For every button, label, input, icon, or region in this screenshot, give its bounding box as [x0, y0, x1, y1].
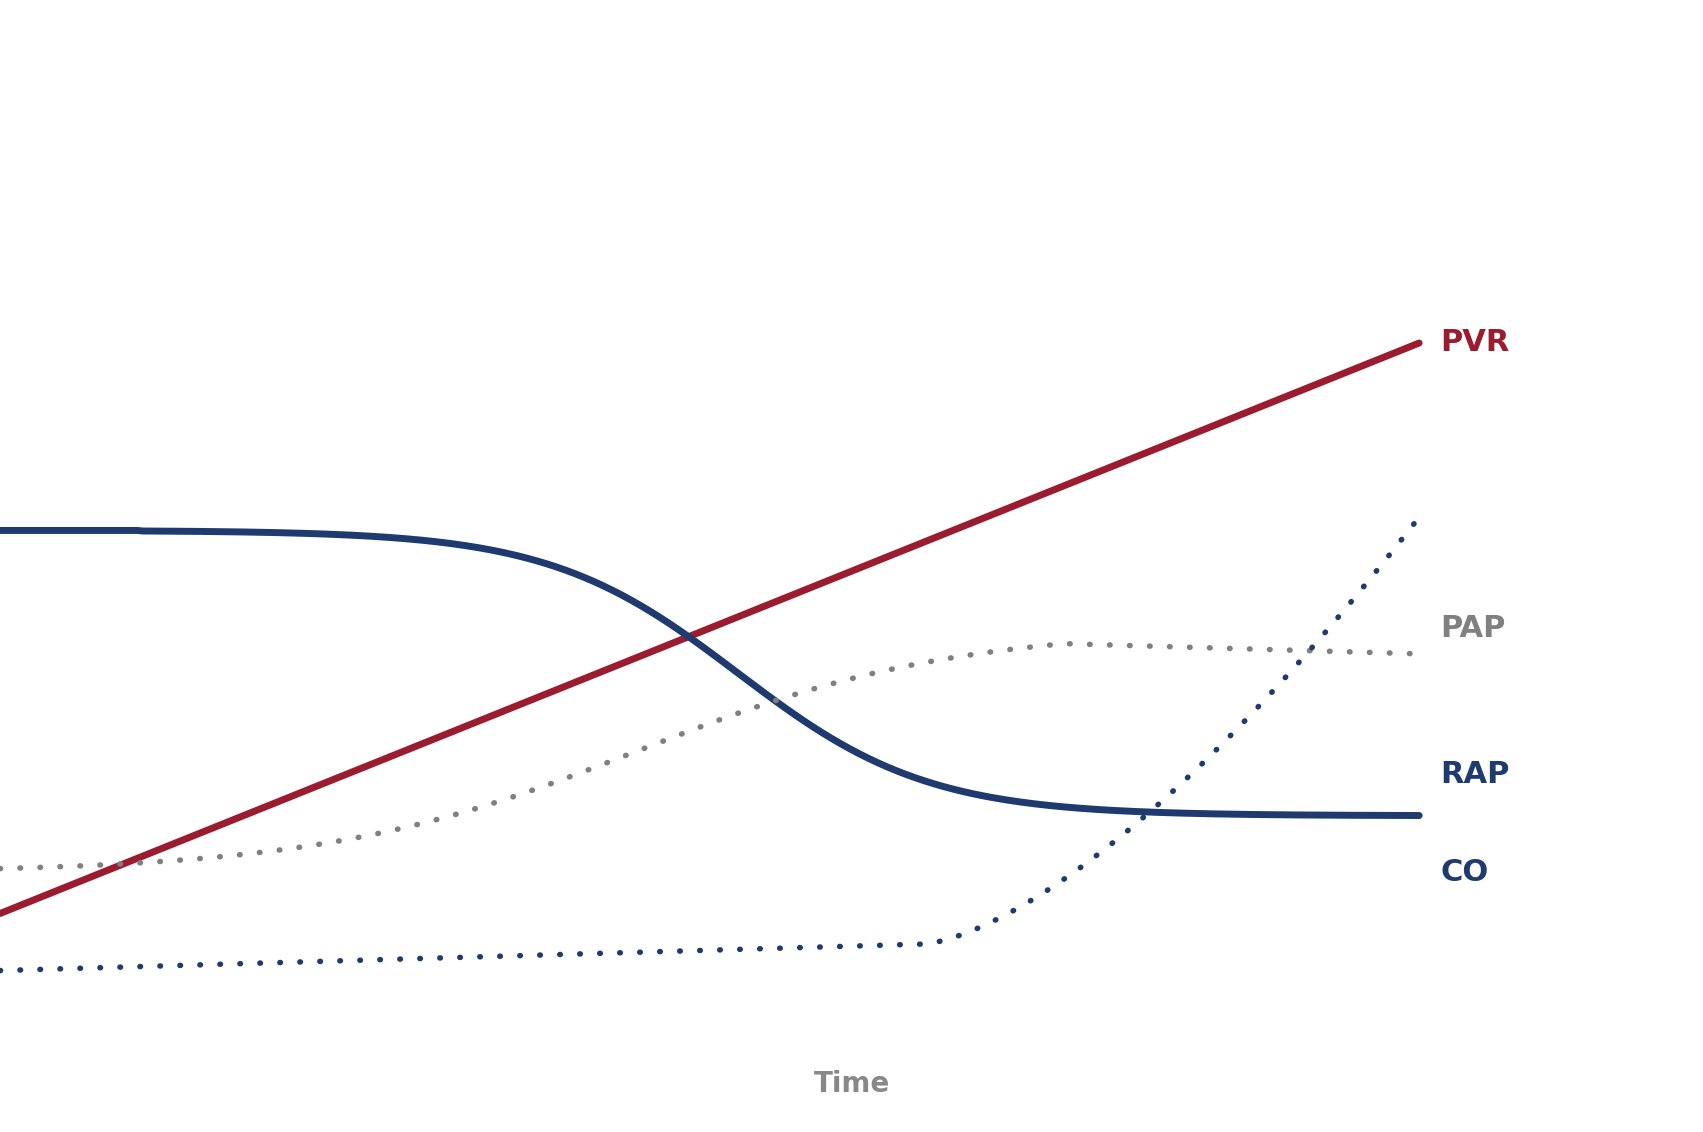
- Text: FAILING: FAILING: [1359, 151, 1480, 178]
- Text: DECOMPENSATING: DECOMPENSATING: [707, 151, 996, 178]
- Text: RAP: RAP: [1441, 761, 1511, 789]
- Text: PVR: PVR: [1441, 328, 1511, 358]
- Text: THE PROGRESSION OF PAH: THE PROGRESSION OF PAH: [662, 65, 1041, 88]
- Text: COMPENSATING: COMPENSATING: [160, 151, 409, 178]
- Text: Time: Time: [814, 1070, 889, 1098]
- Text: PAP: PAP: [1441, 614, 1505, 643]
- Text: CO: CO: [1441, 858, 1488, 887]
